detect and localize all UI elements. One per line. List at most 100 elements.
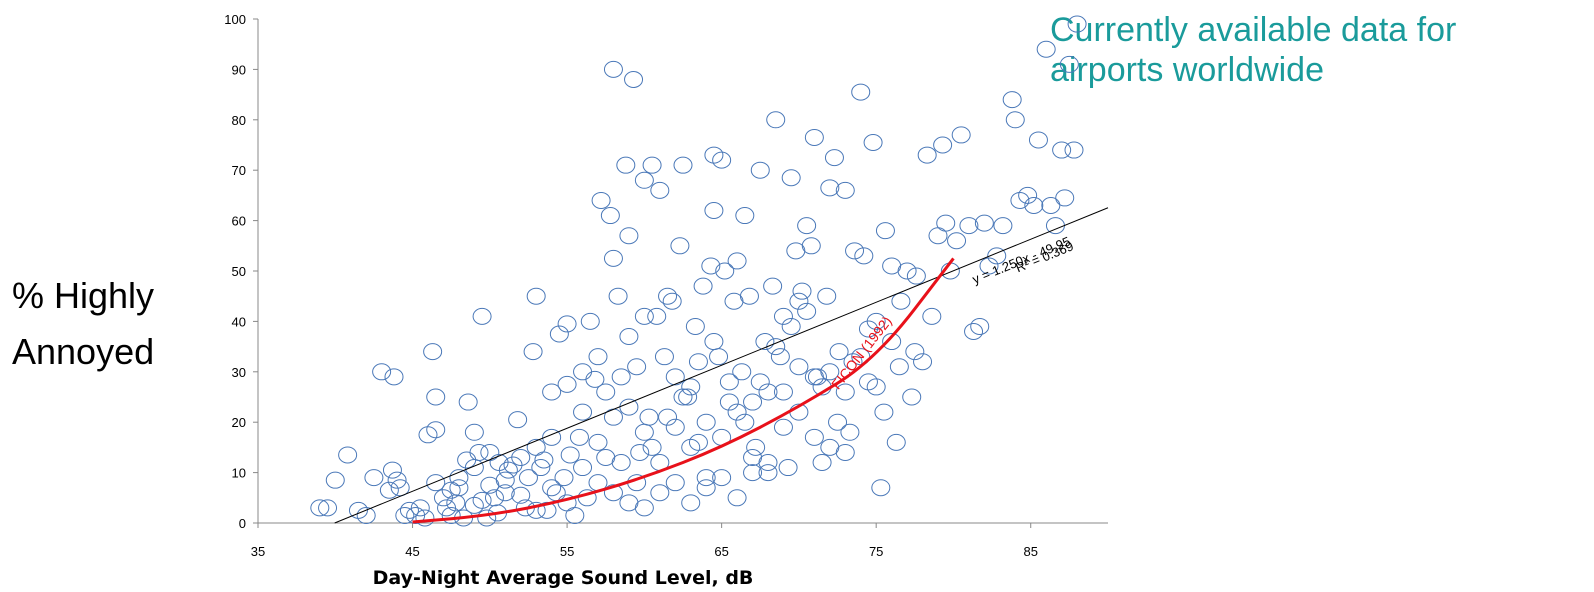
data-point <box>851 83 871 101</box>
data-point <box>889 358 909 376</box>
data-point <box>560 446 580 464</box>
data-point <box>696 469 716 487</box>
data-point <box>871 479 891 497</box>
data-point <box>835 383 855 401</box>
data-point <box>755 333 775 351</box>
data-point <box>557 315 577 333</box>
data-point <box>758 454 778 472</box>
data-point <box>947 232 967 250</box>
data-point <box>835 443 855 461</box>
data-point <box>781 317 801 335</box>
data-point <box>1036 40 1056 58</box>
data-point <box>673 388 693 406</box>
data-point <box>743 393 763 411</box>
data-point <box>603 484 623 502</box>
ficon-curve <box>412 257 955 524</box>
data-point <box>603 249 623 267</box>
data-point <box>773 383 793 401</box>
y-tick-label: 40 <box>232 314 246 329</box>
data-point <box>712 469 732 487</box>
chart-title-line-1: Currently available data for <box>1050 11 1457 49</box>
data-point <box>875 222 895 240</box>
data-point <box>951 126 971 144</box>
data-point <box>526 501 546 519</box>
data-point <box>719 393 739 411</box>
data-point <box>979 257 999 275</box>
data-point <box>379 481 399 499</box>
data-point <box>549 325 569 343</box>
y-tick-label: 60 <box>232 214 246 229</box>
data-point <box>591 191 611 209</box>
data-point <box>573 459 593 477</box>
data-point <box>338 446 358 464</box>
data-point <box>746 438 766 456</box>
data-point <box>372 363 392 381</box>
data-point <box>1002 91 1022 109</box>
data-point <box>696 413 716 431</box>
data-point <box>1067 15 1087 33</box>
data-point <box>1010 191 1030 209</box>
data-point <box>441 481 461 499</box>
chart-title-line-2: airports worldwide <box>1050 51 1324 89</box>
data-point <box>709 348 729 366</box>
data-point <box>974 214 994 232</box>
data-point <box>824 149 844 167</box>
data-point <box>792 282 812 300</box>
data-point <box>495 484 515 502</box>
data-point <box>670 237 690 255</box>
data-point <box>662 292 682 310</box>
data-point <box>781 169 801 187</box>
data-point <box>812 454 832 472</box>
data-point <box>678 388 698 406</box>
data-point <box>835 181 855 199</box>
data-point <box>1041 196 1061 214</box>
data-point <box>758 383 778 401</box>
data-point <box>384 368 404 386</box>
data-point <box>642 438 662 456</box>
x-tick-label: 35 <box>251 544 265 559</box>
data-point <box>863 133 883 151</box>
data-point <box>797 217 817 235</box>
data-point <box>573 363 593 381</box>
y-tick-label: 0 <box>239 516 246 531</box>
data-point <box>603 60 623 78</box>
data-points <box>310 15 1087 527</box>
data-point <box>537 501 557 519</box>
data-point <box>458 393 478 411</box>
data-point <box>917 146 937 164</box>
data-point <box>845 242 865 260</box>
data-point <box>387 471 407 489</box>
data-point <box>763 277 783 295</box>
data-point <box>874 403 894 421</box>
data-point <box>828 413 848 431</box>
data-point <box>418 426 438 444</box>
axes: 0 10 20 30 40 50 60 70 80 90 100 35 45 55 65 75 85 <box>224 12 1108 559</box>
data-point <box>600 207 620 225</box>
data-point <box>426 474 446 492</box>
data-point <box>685 317 705 335</box>
ficon-label: FICON (1992) <box>828 313 895 392</box>
data-point <box>906 267 926 285</box>
y-tick-label: 80 <box>232 113 246 128</box>
data-point <box>627 358 647 376</box>
data-point <box>693 277 713 295</box>
data-point <box>665 474 685 492</box>
data-point <box>426 421 446 439</box>
data-point <box>891 292 911 310</box>
chart-title: Currently available data for airports wo… <box>1050 10 1590 90</box>
data-point <box>743 464 763 482</box>
y-tick-label: 30 <box>232 365 246 380</box>
data-point <box>766 111 786 129</box>
data-point <box>639 408 659 426</box>
data-point <box>1018 186 1038 204</box>
data-point <box>854 247 874 265</box>
data-point <box>542 428 562 446</box>
data-point <box>634 171 654 189</box>
data-point <box>611 454 631 472</box>
data-point <box>665 368 685 386</box>
data-point <box>970 317 990 335</box>
data-point <box>797 302 817 320</box>
data-point <box>735 413 755 431</box>
data-point <box>624 70 644 88</box>
data-point <box>546 484 566 502</box>
